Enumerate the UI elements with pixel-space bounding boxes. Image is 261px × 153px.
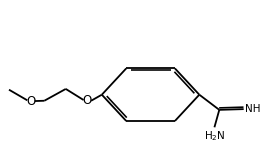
Text: NH: NH <box>245 104 260 114</box>
Text: O: O <box>82 94 92 107</box>
Text: H$_2$N: H$_2$N <box>204 129 225 143</box>
Text: O: O <box>26 95 35 108</box>
